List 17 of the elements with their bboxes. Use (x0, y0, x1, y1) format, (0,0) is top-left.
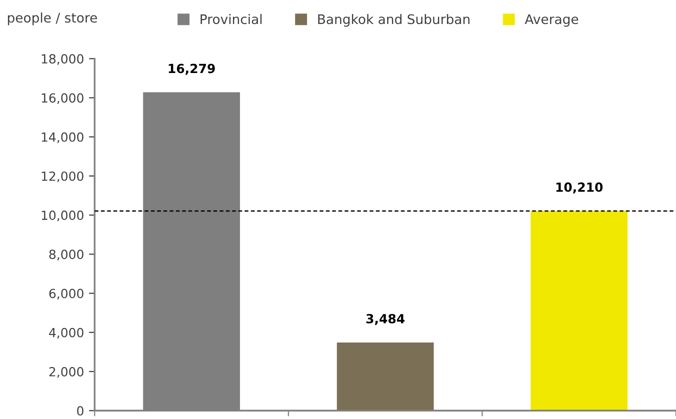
y-tick-label: 0 (77, 406, 84, 416)
y-tick-label: 10,000 (42, 210, 84, 222)
legend-label: Average (524, 14, 578, 27)
legend-label: Provincial (200, 14, 262, 24)
data-label: 16,279 (168, 64, 215, 75)
y-tick-label: 12,000 (42, 171, 84, 182)
y-tick-label: 18,000 (42, 54, 84, 65)
y-tick-label: 14,000 (42, 132, 84, 144)
y-tick-label: 4,000 (49, 328, 84, 339)
y-tick-label: 6,000 (49, 288, 84, 300)
y-tick-label: 2,000 (49, 366, 84, 378)
data-label: 3,484 (366, 314, 405, 326)
y-axis-title: people / store (8, 12, 97, 26)
legend-label: Bangkok and Suburban (318, 14, 470, 27)
y-tick-label: 16,000 (42, 93, 84, 104)
y-tick-label: 8,000 (49, 250, 84, 260)
data-label: 10,210 (556, 182, 603, 194)
